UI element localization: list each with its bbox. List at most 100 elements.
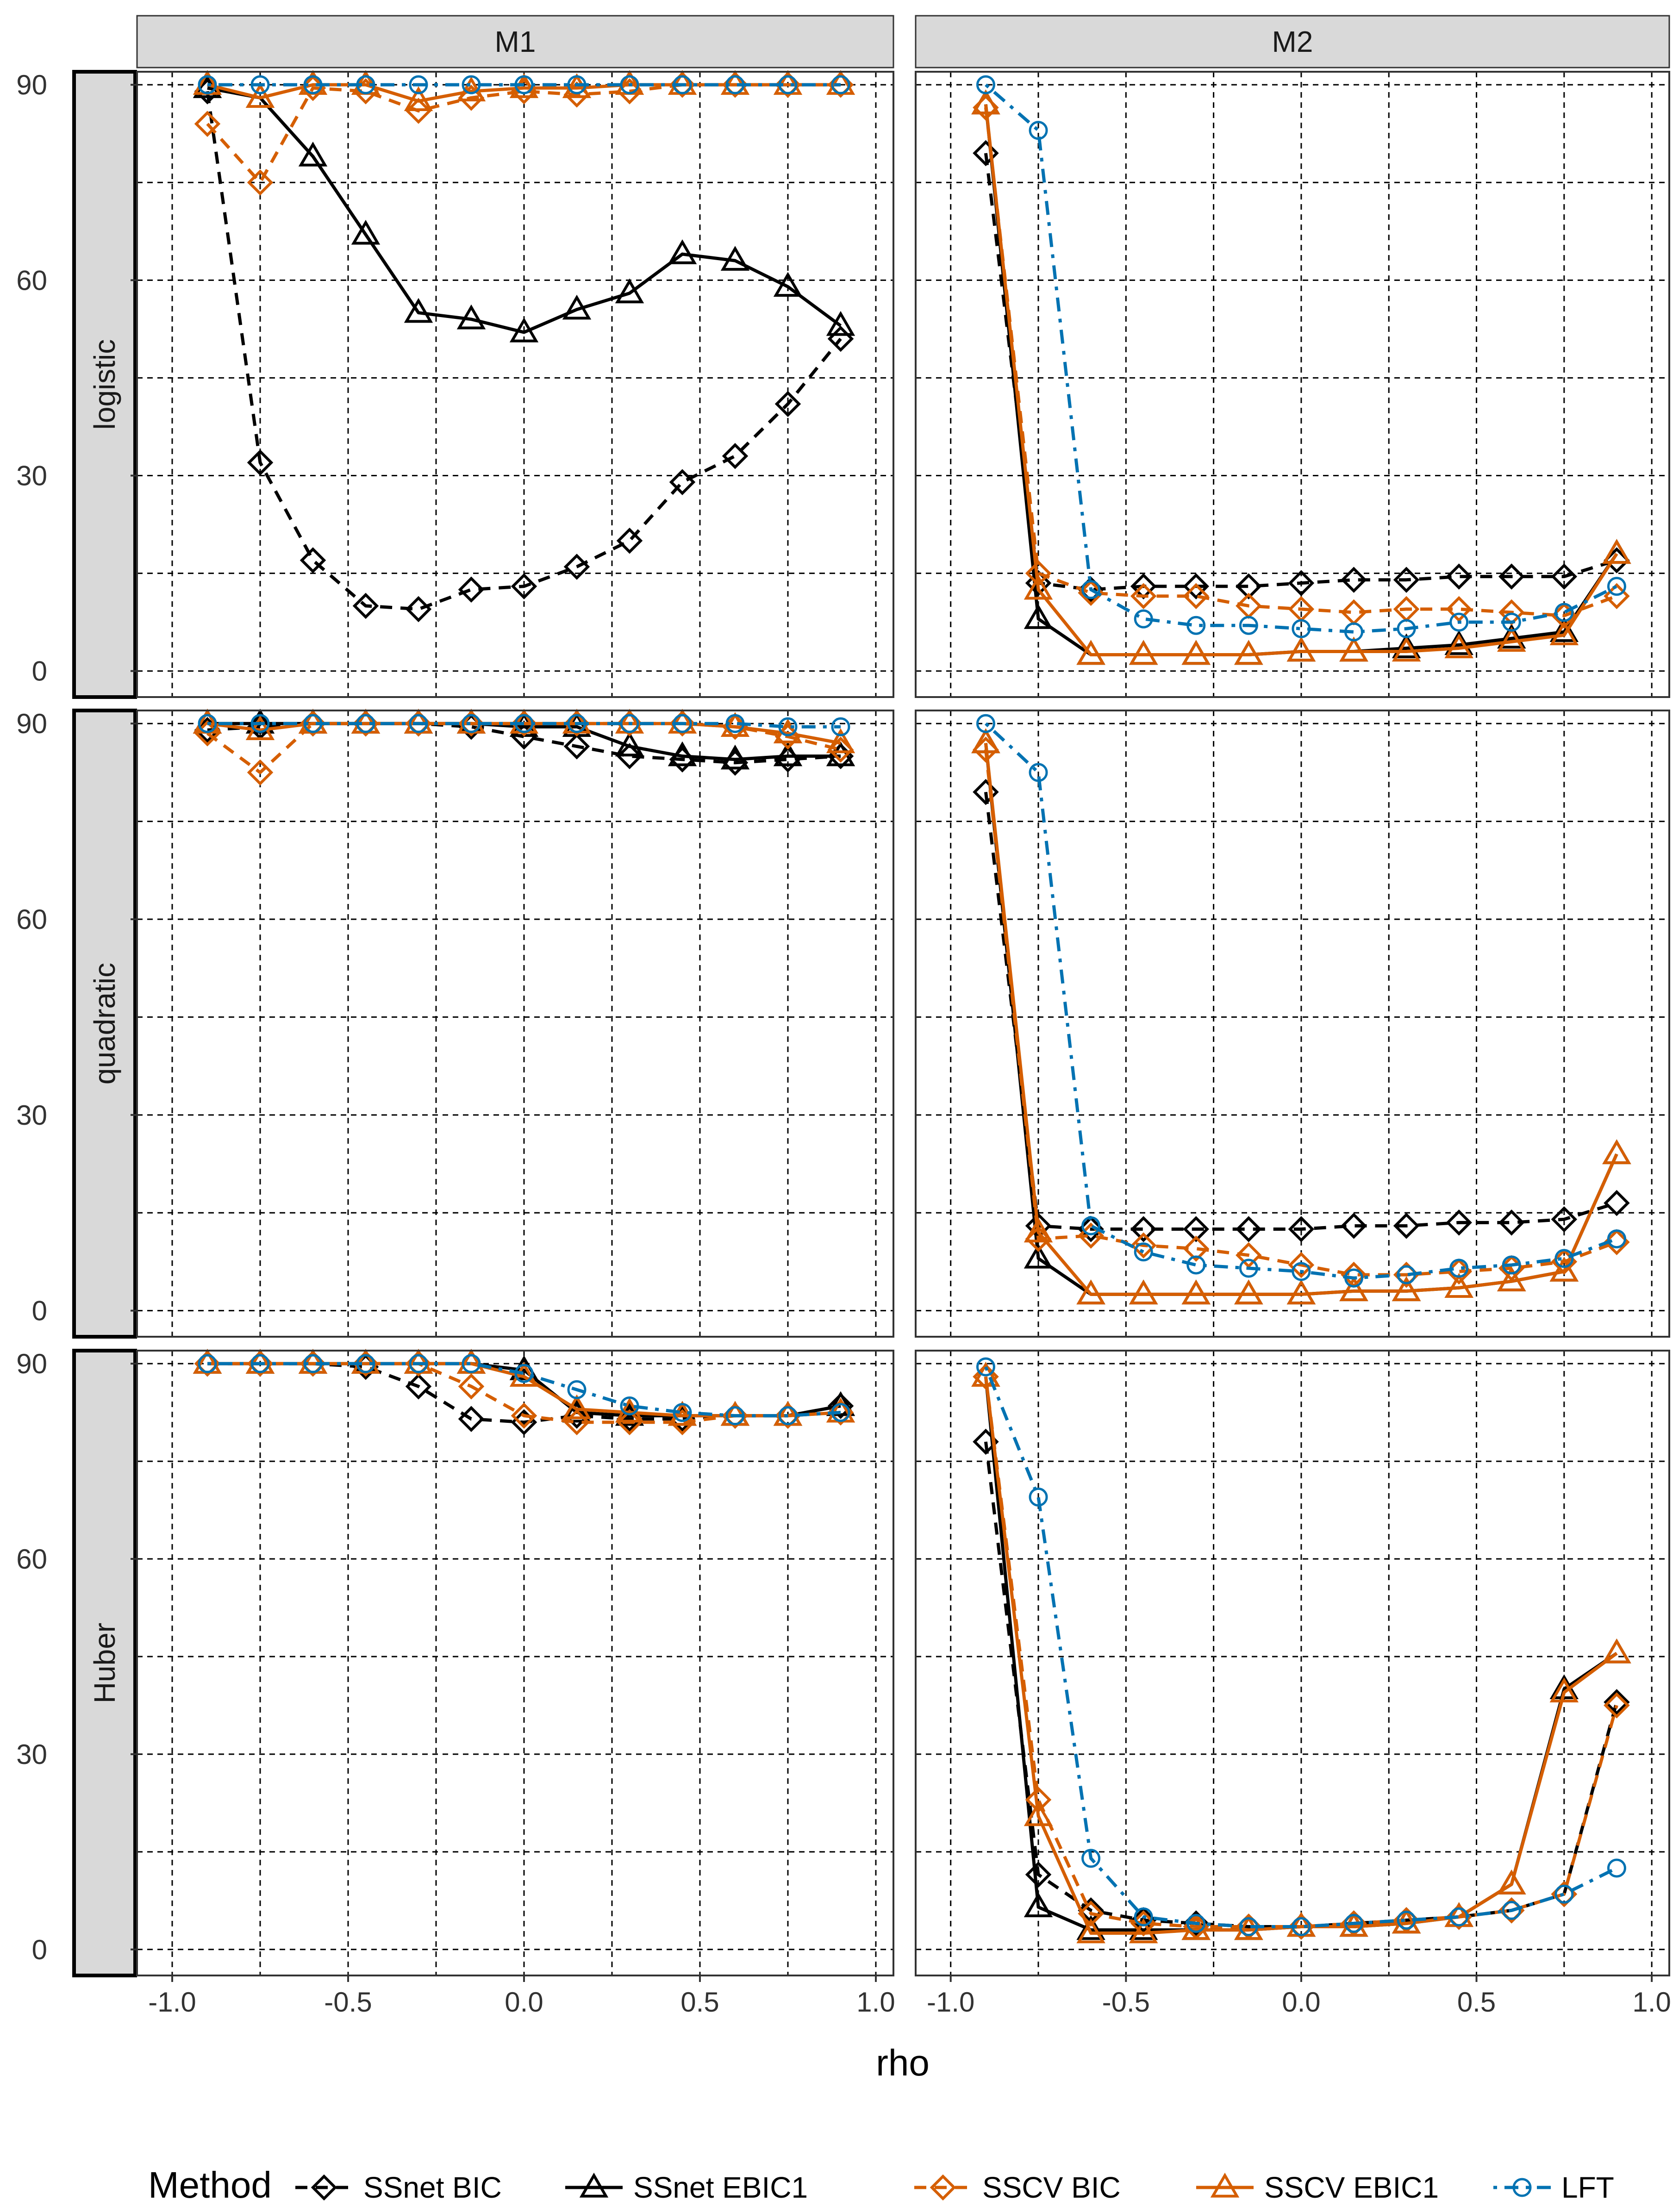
point-lft bbox=[1239, 1259, 1258, 1278]
point-ssnet-ebic1 bbox=[773, 272, 803, 297]
point-ssnet-bic bbox=[1025, 570, 1052, 596]
point-sscv-ebic1 bbox=[1181, 640, 1211, 665]
point-sscv-bic bbox=[247, 759, 274, 786]
point-lft bbox=[198, 1354, 217, 1373]
point-lft bbox=[778, 1406, 798, 1426]
point-lft bbox=[620, 75, 639, 94]
panel-background bbox=[916, 710, 1669, 1337]
point-ssnet-bic bbox=[774, 391, 801, 417]
point-ssnet-bic bbox=[352, 592, 379, 619]
y-tick-label: 60 bbox=[16, 1544, 47, 1575]
legend-label-ssnet-ebic1: SSnet EBIC1 bbox=[633, 2171, 808, 2204]
y-tick-label: 30 bbox=[16, 1100, 47, 1131]
point-ssnet-ebic1 bbox=[1024, 1243, 1053, 1269]
point-lft bbox=[462, 714, 481, 733]
series-line-ssnet-bic bbox=[984, 791, 1617, 1231]
point-ssnet-bic bbox=[511, 573, 537, 600]
point-sscv-ebic1 bbox=[971, 89, 1000, 115]
series-line-sscv-ebic1 bbox=[984, 104, 1618, 657]
point-lft bbox=[1029, 121, 1048, 140]
x-tick-label: 1.0 bbox=[856, 1987, 895, 2018]
legend-key-marker-ssnet-ebic1 bbox=[579, 2173, 609, 2198]
point-ssnet-bic bbox=[1341, 1213, 1367, 1239]
point-ssnet-ebic1 bbox=[668, 239, 697, 264]
point-lft bbox=[1502, 612, 1521, 632]
point-sscv-ebic1 bbox=[1234, 1279, 1263, 1305]
point-lft bbox=[1344, 1268, 1364, 1288]
legend-key-marker-sscv-ebic1 bbox=[1210, 2173, 1240, 2198]
panel-huber-m1 bbox=[136, 1349, 894, 1976]
point-ssnet-ebic1 bbox=[456, 304, 486, 330]
point-lft bbox=[673, 75, 692, 94]
point-ssnet-bic bbox=[616, 528, 643, 554]
point-sscv-ebic1 bbox=[1129, 1279, 1158, 1305]
point-ssnet-bic bbox=[563, 733, 590, 760]
column-strip-m1 bbox=[136, 15, 894, 69]
point-sscv-ebic1 bbox=[1286, 1279, 1316, 1305]
point-lft bbox=[567, 75, 587, 94]
point-ssnet-ebic1 bbox=[773, 741, 803, 766]
legend-label-sscv-ebic1: SSCV EBIC1 bbox=[1264, 2171, 1439, 2204]
x-tick-label: 0.0 bbox=[1282, 1987, 1320, 2018]
row-strip-logistic bbox=[72, 70, 137, 699]
point-lft bbox=[1081, 1849, 1101, 1868]
point-sscv-ebic1 bbox=[971, 728, 1000, 754]
point-ssnet-bic bbox=[722, 443, 749, 469]
point-sscv-ebic1 bbox=[1392, 636, 1421, 662]
point-ssnet-ebic1 bbox=[1497, 623, 1526, 649]
point-lft bbox=[356, 1354, 375, 1373]
point-ssnet-ebic1 bbox=[1024, 1892, 1053, 1918]
point-ssnet-ebic1 bbox=[826, 1391, 855, 1416]
point-lft bbox=[409, 714, 428, 733]
point-ssnet-bic bbox=[1498, 563, 1525, 590]
point-sscv-ebic1 bbox=[1024, 1217, 1053, 1243]
point-ssnet-bic bbox=[1551, 1206, 1578, 1233]
point-sscv-ebic1 bbox=[1602, 1139, 1631, 1165]
point-ssnet-bic bbox=[973, 140, 999, 167]
point-sscv-ebic1 bbox=[1549, 620, 1579, 646]
point-lft bbox=[1081, 580, 1101, 599]
panel-border bbox=[915, 710, 1670, 1338]
point-sscv-bic bbox=[616, 1409, 643, 1435]
point-ssnet-bic bbox=[1446, 1209, 1472, 1236]
point-lft bbox=[1502, 1900, 1521, 1920]
point-lft bbox=[198, 714, 217, 733]
point-ssnet-ebic1 bbox=[298, 141, 328, 167]
series-line-sscv-bic bbox=[984, 107, 1617, 617]
point-lft bbox=[198, 75, 217, 94]
point-sscv-ebic1 bbox=[1602, 1638, 1631, 1664]
legend-label-sscv-bic: SSCV BIC bbox=[982, 2171, 1121, 2204]
point-ssnet-bic bbox=[1183, 573, 1210, 600]
point-sscv-ebic1 bbox=[1286, 636, 1316, 662]
point-lft bbox=[356, 714, 375, 733]
point-sscv-bic bbox=[1078, 1222, 1104, 1249]
point-sscv-ebic1 bbox=[404, 86, 433, 112]
point-ssnet-bic bbox=[1288, 570, 1315, 596]
point-sscv-ebic1 bbox=[1076, 640, 1105, 665]
point-sscv-bic bbox=[1130, 583, 1157, 610]
point-ssnet-ebic1 bbox=[615, 731, 644, 757]
y-tick-label: 30 bbox=[16, 1739, 47, 1770]
point-lft bbox=[976, 75, 995, 94]
panel-border bbox=[136, 710, 894, 1338]
point-ssnet-ebic1 bbox=[1549, 617, 1579, 642]
point-lft bbox=[1134, 609, 1153, 629]
point-lft bbox=[303, 714, 323, 733]
legend-key-marker-sscv-bic bbox=[930, 2174, 956, 2201]
point-ssnet-ebic1 bbox=[1444, 630, 1473, 655]
series-line-ssnet-bic bbox=[984, 153, 1617, 592]
point-sscv-ebic1 bbox=[1497, 627, 1526, 652]
point-ssnet-bic bbox=[1025, 1861, 1052, 1888]
point-sscv-bic bbox=[1183, 583, 1210, 610]
x-tick-label: 0.0 bbox=[505, 1987, 543, 2018]
point-lft bbox=[1186, 1255, 1206, 1275]
point-lft bbox=[1239, 1917, 1258, 1937]
panel-background bbox=[137, 710, 893, 1337]
y-tick-label: 60 bbox=[16, 265, 47, 296]
point-lft bbox=[1397, 1265, 1416, 1284]
point-lft bbox=[1397, 619, 1416, 638]
point-ssnet-bic bbox=[973, 779, 999, 805]
point-lft bbox=[1607, 577, 1626, 596]
point-lft bbox=[976, 714, 995, 733]
point-ssnet-bic bbox=[247, 449, 274, 476]
